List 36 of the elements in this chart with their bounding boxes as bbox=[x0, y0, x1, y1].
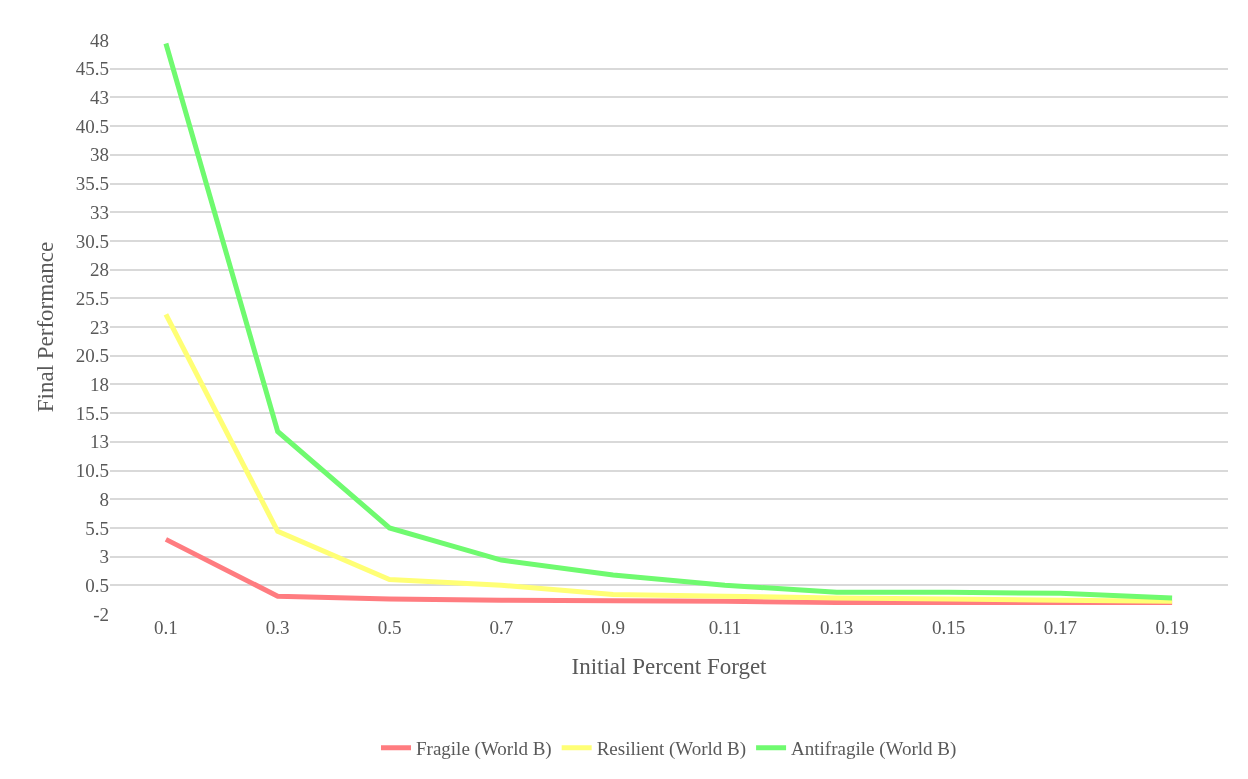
y-axis-title: Final Performance bbox=[33, 241, 59, 413]
y-tick-label: 48 bbox=[90, 29, 109, 51]
y-tick-label: 43 bbox=[90, 87, 109, 109]
x-tick-label: 0.19 bbox=[1155, 617, 1189, 638]
x-tick-label: 0.3 bbox=[265, 617, 290, 638]
y-tick-label: 35.5 bbox=[75, 173, 109, 195]
y-tick-label: 23 bbox=[90, 316, 109, 338]
y-tick-label: 15.5 bbox=[75, 402, 109, 424]
y-tick-label: 13 bbox=[90, 431, 109, 453]
legend-label: Resilient (World B) bbox=[596, 738, 747, 761]
y-tick-label: -2 bbox=[93, 603, 109, 625]
y-tick-label: 10.5 bbox=[75, 460, 109, 482]
x-tick-label: 0.5 bbox=[377, 617, 402, 638]
legend-label: Fragile (World B) bbox=[416, 738, 552, 761]
x-tick-label: 0.17 bbox=[1043, 617, 1077, 638]
y-tick-label: 20.5 bbox=[75, 345, 109, 367]
x-tick-label: 0.9 bbox=[601, 617, 625, 638]
y-tick-label: 40.5 bbox=[75, 115, 109, 137]
x-tick-label: 0.7 bbox=[489, 617, 514, 638]
y-tick-label: 30.5 bbox=[75, 230, 109, 252]
x-axis-title: Initial Percent Forget bbox=[571, 653, 768, 679]
x-tick-label: 0.1 bbox=[154, 617, 178, 638]
y-tick-label: 0.5 bbox=[85, 574, 109, 596]
y-tick-label: 33 bbox=[90, 201, 109, 223]
y-tick-label: 38 bbox=[90, 144, 109, 166]
y-tick-label: 45.5 bbox=[75, 58, 109, 80]
y-tick-label: 5.5 bbox=[85, 517, 109, 539]
x-tick-label: 0.13 bbox=[820, 617, 854, 638]
y-tick-label: 18 bbox=[90, 374, 109, 396]
legend-label: Antifragile (World B) bbox=[791, 738, 957, 761]
x-tick-label: 0.11 bbox=[708, 617, 742, 638]
y-tick-label: 28 bbox=[90, 259, 109, 281]
y-tick-label: 25.5 bbox=[75, 287, 109, 309]
y-tick-label: 3 bbox=[99, 546, 109, 568]
x-tick-label: 0.15 bbox=[931, 617, 966, 638]
y-tick-label: 8 bbox=[99, 488, 109, 510]
